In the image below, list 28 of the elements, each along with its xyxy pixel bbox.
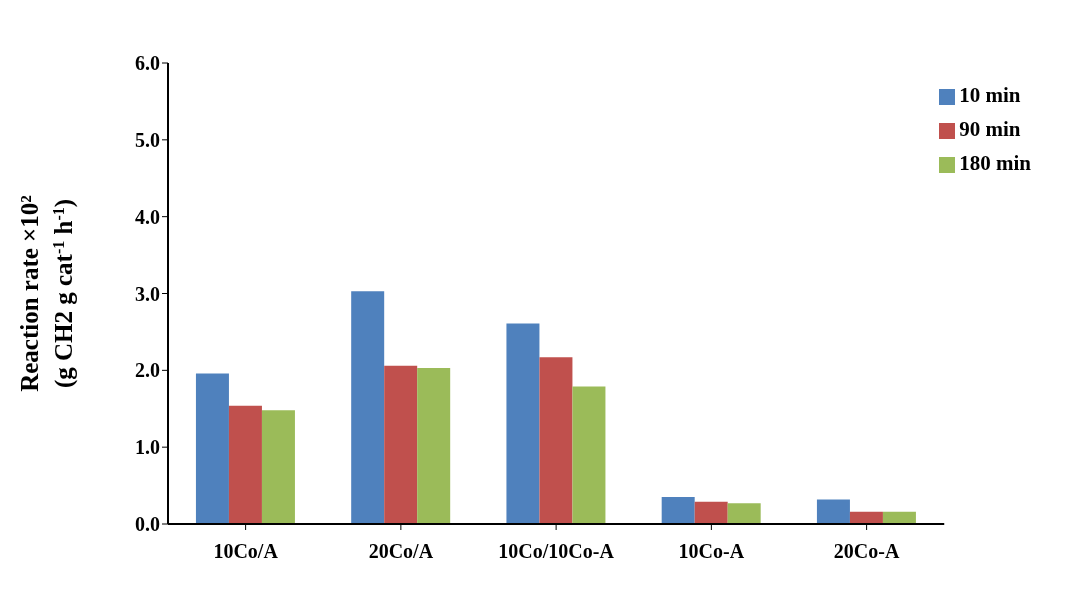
y-tick-label: 5.0 bbox=[135, 128, 160, 151]
y-tick-label: 2.0 bbox=[135, 359, 160, 382]
bar bbox=[694, 501, 728, 524]
x-tick-label: 20Co/A bbox=[368, 540, 434, 563]
bar bbox=[195, 373, 229, 524]
bar bbox=[351, 291, 385, 524]
y-tick-label: 6.0 bbox=[135, 52, 160, 75]
bar bbox=[816, 499, 850, 524]
legend-label: 10 min bbox=[959, 83, 1021, 107]
y-tick-label: 0.0 bbox=[135, 513, 160, 536]
x-tick-label: 10Co/A bbox=[213, 540, 279, 563]
bar bbox=[661, 497, 695, 524]
bar bbox=[539, 357, 573, 524]
bar bbox=[417, 368, 451, 524]
x-tick-label: 10Co-A bbox=[678, 540, 745, 563]
legend-label: 90 min bbox=[959, 117, 1021, 141]
bar bbox=[228, 405, 262, 524]
bar bbox=[384, 365, 418, 524]
legend-label: 180 min bbox=[959, 151, 1031, 175]
bar bbox=[727, 503, 761, 524]
bar bbox=[506, 323, 540, 524]
x-tick-label: 10Co/10Co-A bbox=[498, 540, 615, 563]
y-tick-label: 4.0 bbox=[135, 205, 160, 228]
y-tick-label: 1.0 bbox=[135, 436, 160, 459]
bar bbox=[261, 410, 295, 524]
x-tick-label: 20Co-A bbox=[833, 540, 900, 563]
y-tick-label: 3.0 bbox=[135, 282, 160, 305]
bar bbox=[572, 386, 606, 524]
